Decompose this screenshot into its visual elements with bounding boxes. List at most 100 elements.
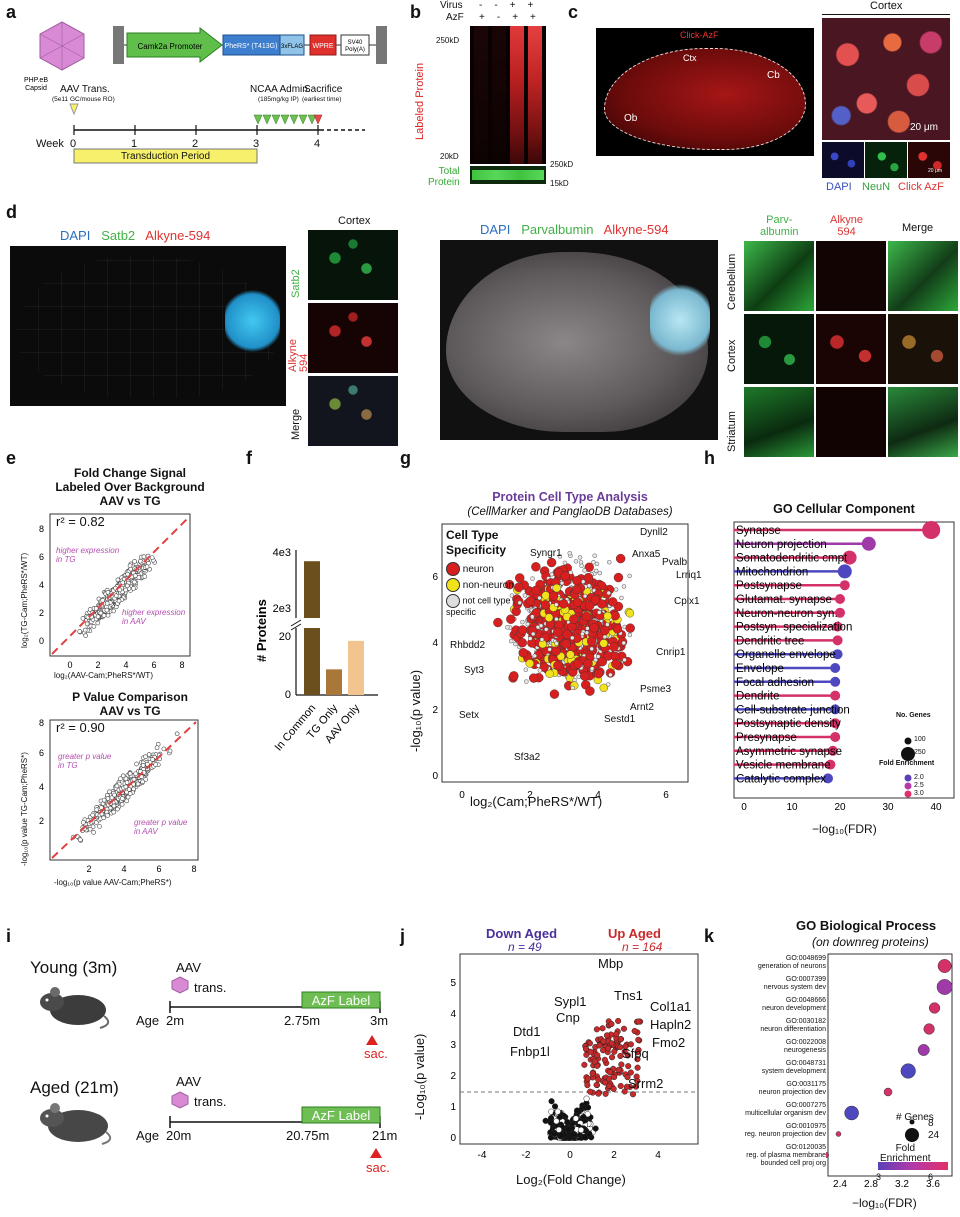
svg-text:30: 30 <box>882 802 894 812</box>
j-up-point <box>599 1025 606 1032</box>
g-point <box>594 568 599 574</box>
merge-inset <box>308 376 398 446</box>
j-up-point <box>608 1020 615 1028</box>
h-dot <box>830 663 841 673</box>
e1-point <box>95 620 101 626</box>
k-fe-3: 3 <box>876 1172 882 1182</box>
g-point <box>596 654 601 659</box>
e2-point <box>78 837 83 842</box>
j-up-point <box>621 1048 628 1055</box>
svg-text:1: 1 <box>450 1102 456 1113</box>
e2-point <box>143 754 148 759</box>
j-up-point <box>591 1058 598 1065</box>
cereb-merge-inset <box>888 241 958 311</box>
j-up-point <box>634 1077 641 1084</box>
svg-text:0: 0 <box>39 636 44 646</box>
g-title: Protein Cell Type Analysis <box>492 490 648 504</box>
j-up-point <box>584 1082 591 1089</box>
aged-age-2: 21m <box>372 1128 398 1143</box>
j-point <box>551 1103 559 1110</box>
g-point <box>612 624 623 634</box>
e1-point <box>132 579 137 585</box>
j-point <box>585 1104 592 1111</box>
week-0: 0 <box>70 138 77 150</box>
k-dot <box>826 1152 829 1158</box>
itr-right <box>376 26 387 64</box>
k-genes-title: # Genes <box>896 1112 934 1123</box>
e1-point <box>101 613 107 618</box>
aged-label: Aged (21m) <box>30 1078 119 1097</box>
g-point <box>517 625 528 635</box>
h-dot <box>832 649 843 660</box>
gene-Sf3a2: Sf3a2 <box>514 752 541 763</box>
azf-label: AzF <box>446 12 464 23</box>
e1-points <box>77 553 157 638</box>
e1-point <box>124 583 130 589</box>
svg-text:8: 8 <box>39 524 44 534</box>
h-fe-3: 3.0 <box>914 790 924 797</box>
k-term: GO:0007275 multicellular organism dev <box>745 1102 826 1117</box>
g-point <box>525 621 531 627</box>
svg-text:6: 6 <box>39 552 44 562</box>
svg-text:20: 20 <box>279 631 291 643</box>
h-term: Catalytic complex <box>736 773 826 785</box>
promoter-arrow <box>126 26 223 64</box>
k-term: GO:0031175 neuron projection dev <box>758 1081 826 1096</box>
svg-text:6: 6 <box>156 864 161 874</box>
j-up-point <box>625 1063 632 1070</box>
h-dot <box>830 676 841 687</box>
r2-e2: r² = 0.90 <box>56 720 105 735</box>
e2-point <box>153 762 158 767</box>
e1-point <box>105 589 111 595</box>
j-point <box>557 1113 564 1120</box>
e1-point <box>144 564 150 570</box>
ncaa-dose: (185mg/kg IP) <box>258 96 299 103</box>
g-point <box>552 627 563 638</box>
e-title-1: Fold Change Signal Labeled Over Backgroun… <box>55 466 205 508</box>
gene-Lrriq1: Lrriq1 <box>676 570 702 581</box>
g-point <box>607 560 612 565</box>
e1-point <box>77 629 82 634</box>
j-point <box>571 1131 578 1138</box>
g-point <box>528 673 539 683</box>
cereb-alk-inset <box>816 241 886 311</box>
f-bar <box>348 640 364 695</box>
j-up-point <box>635 1036 642 1043</box>
e2-point <box>150 757 155 762</box>
g-point <box>539 637 545 642</box>
svg-text:4e3: 4e3 <box>273 547 291 559</box>
h-term: Neuron projection <box>736 539 827 551</box>
aged-age: Age <box>136 1128 160 1143</box>
g-point <box>597 570 602 576</box>
j-point <box>558 1132 565 1139</box>
h-term: Vesicle membrane <box>736 760 831 772</box>
h-term: Dendrite <box>736 691 779 703</box>
g-point <box>562 560 568 566</box>
g-point <box>606 590 611 596</box>
e1-point <box>104 607 110 613</box>
g-point <box>517 638 527 648</box>
alkyne-inset <box>308 303 398 373</box>
g-point <box>585 686 595 696</box>
sagittal-parv-image <box>440 240 718 440</box>
k-term: GO:0048666 neuron development <box>762 997 826 1012</box>
g-point <box>627 573 632 579</box>
g-point <box>530 631 536 637</box>
g-point <box>589 666 595 671</box>
j-up-point <box>582 1045 589 1052</box>
svg-text:8: 8 <box>179 660 184 670</box>
h-fe-2: 2.0 <box>914 774 924 781</box>
gene-Srrm2: Srrm2 <box>628 1076 664 1091</box>
gene-Pvalb: Pvalb <box>662 557 688 568</box>
e2-point <box>119 802 125 807</box>
e2-point <box>90 824 96 830</box>
e1-point <box>125 571 130 577</box>
j-point <box>548 1098 555 1105</box>
g-point <box>571 584 582 595</box>
svg-text:5: 5 <box>450 978 456 989</box>
g-point <box>570 635 575 641</box>
j-up-point <box>611 1048 618 1055</box>
e2-point <box>135 781 141 787</box>
g-point <box>593 668 604 679</box>
g-point <box>573 559 579 564</box>
